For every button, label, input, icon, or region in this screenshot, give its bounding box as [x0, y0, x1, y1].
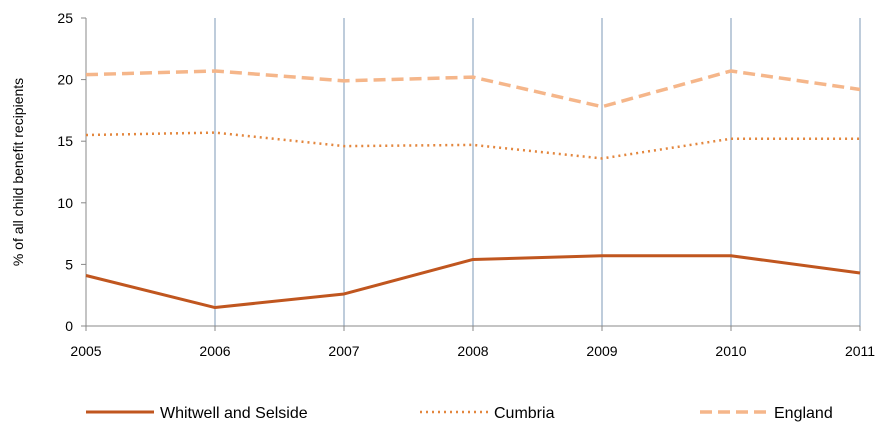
legend-label-cumbria: Cumbria	[494, 405, 555, 422]
x-tick-label-2011: 2011	[845, 343, 875, 359]
x-tick-label-2009: 2009	[586, 343, 617, 359]
x-tick-label-2010: 2010	[715, 343, 746, 359]
legend-label-whitwell-and-selside: Whitwell and Selside	[160, 405, 308, 422]
series-lines	[85, 69, 861, 310]
x-tick-label-2007: 2007	[328, 343, 359, 359]
x-tick-label-2006: 2006	[199, 343, 230, 359]
y-axis-title: % of all child benefit recipients	[10, 78, 26, 266]
y-tick-label-20: 20	[57, 72, 73, 88]
x-tick-labels: 2005 2006 2007 2008 2009 2010 2011	[70, 343, 875, 359]
y-tick-label-0: 0	[65, 318, 73, 334]
y-tick-labels: 0 5 10 15 20 25	[57, 10, 73, 334]
y-tick-label-25: 25	[57, 10, 73, 26]
x-tick-label-2008: 2008	[457, 343, 488, 359]
legend-label-england: England	[774, 405, 833, 422]
y-tick-label-10: 10	[57, 195, 73, 211]
x-tick-label-2005: 2005	[70, 343, 101, 359]
legend: Whitwell and Selside Cumbria England	[86, 405, 833, 422]
y-tick-label-5: 5	[65, 256, 73, 272]
vertical-gridlines	[214, 18, 861, 326]
y-tick-label-15: 15	[57, 133, 73, 149]
axes	[81, 17, 861, 331]
